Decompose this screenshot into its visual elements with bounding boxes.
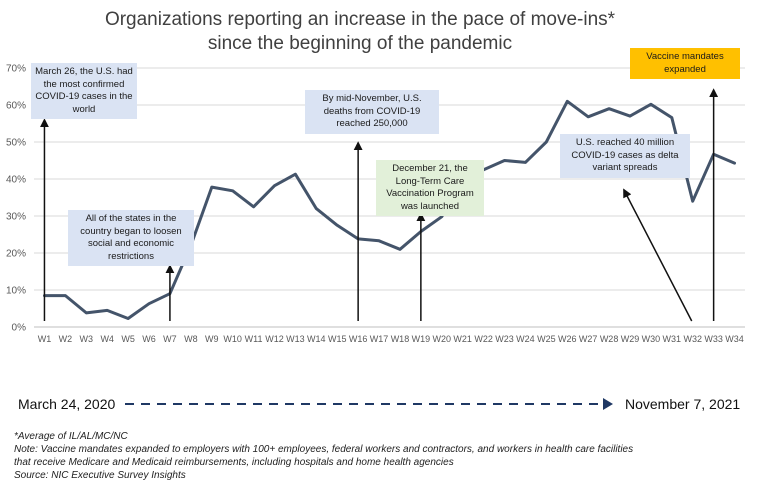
y-tick-label: 40% xyxy=(6,175,26,186)
x-tick-label: W18 xyxy=(391,334,410,344)
x-tick-label: W26 xyxy=(558,334,577,344)
x-tick-label: W32 xyxy=(683,334,702,344)
x-tick-label: W6 xyxy=(142,334,156,344)
data-point xyxy=(252,205,255,208)
x-tick-label: W30 xyxy=(642,334,661,344)
data-point xyxy=(691,200,694,203)
x-tick-label: W28 xyxy=(600,334,619,344)
footnote-note-line-2: that receive Medicare and Medicaid reimb… xyxy=(14,457,454,468)
x-tick-label: W11 xyxy=(245,334,263,344)
y-tick-label: 70% xyxy=(6,64,26,75)
data-point xyxy=(733,161,736,165)
x-tick-label: W22 xyxy=(474,334,493,344)
y-tick-label: 20% xyxy=(6,249,26,260)
annotation-40-million-cases: U.S. reached 40 million COVID-19 cases a… xyxy=(560,134,690,178)
x-tick-label: W1 xyxy=(38,334,52,344)
x-tick-label: W34 xyxy=(725,334,744,344)
y-tick-label: 0% xyxy=(12,323,27,334)
data-point xyxy=(670,116,674,119)
chart-title: Organizations reporting an increase in t… xyxy=(60,8,660,56)
footnote-note-line-1: Note: Vaccine mandates expanded to emplo… xyxy=(14,444,634,455)
data-point xyxy=(273,184,276,187)
y-tick-label: 60% xyxy=(6,101,26,112)
x-tick-label: W33 xyxy=(704,334,723,344)
x-tick-label: W14 xyxy=(307,334,326,344)
x-tick-label: W16 xyxy=(349,334,368,344)
data-point xyxy=(524,161,527,164)
annotation-vaccination-program: December 21, the Long-Term Care Vaccinat… xyxy=(376,160,484,216)
data-point xyxy=(147,302,151,305)
data-point xyxy=(649,103,653,106)
x-tick-label: W31 xyxy=(663,334,682,344)
timeline-arrowhead xyxy=(603,398,613,410)
x-tick-label: W5 xyxy=(121,334,135,344)
x-tick-label: W3 xyxy=(80,334,94,344)
x-tick-label: W29 xyxy=(621,334,640,344)
x-tick-label: W19 xyxy=(412,334,431,344)
annotation-vaccine-mandates: Vaccine mandates expanded xyxy=(630,48,740,79)
chart-title-line-1: Organizations reporting an increase in t… xyxy=(104,9,616,30)
x-tick-label: W21 xyxy=(453,334,472,344)
data-point xyxy=(210,185,213,189)
data-point xyxy=(64,294,67,297)
x-tick-label: W4 xyxy=(100,334,114,344)
data-point xyxy=(503,159,506,162)
data-point xyxy=(586,115,590,119)
data-point xyxy=(440,215,443,218)
annotation-arrow-diagonal xyxy=(623,188,693,322)
chart-title-line-2: since the beginning of the pandemic xyxy=(207,33,513,54)
x-tick-label: W2 xyxy=(59,334,73,344)
data-point xyxy=(85,311,88,315)
data-point xyxy=(231,189,234,193)
footnotes: *Average of IL/AL/MC/NC Note: Vaccine ma… xyxy=(14,430,754,482)
annotation-states-loosen: All of the states in the country began t… xyxy=(68,210,194,266)
data-point xyxy=(315,207,318,210)
data-point xyxy=(126,317,130,320)
data-point xyxy=(545,140,548,144)
data-point xyxy=(398,248,402,251)
annotation-mid-november-deaths: By mid-November, U.S. deaths from COVID-… xyxy=(305,90,439,134)
timeline-end-date: November 7, 2021 xyxy=(625,396,741,412)
x-tick-label: W24 xyxy=(516,334,535,344)
x-tick-label: W15 xyxy=(328,334,347,344)
data-point xyxy=(294,172,297,176)
series-line xyxy=(43,99,736,320)
data-point xyxy=(105,309,109,312)
y-tick-label: 30% xyxy=(6,212,26,223)
footnote-source: Source: NIC Executive Survey Insights xyxy=(14,470,186,481)
data-point xyxy=(336,224,339,227)
x-tick-label: W10 xyxy=(223,334,242,344)
x-tick-label: W12 xyxy=(265,334,284,344)
x-tick-label: W9 xyxy=(205,334,219,344)
x-tick-label: W25 xyxy=(537,334,556,344)
x-tick-label: W7 xyxy=(163,334,177,344)
y-tick-label: 50% xyxy=(6,138,26,149)
footnote-average: *Average of IL/AL/MC/NC xyxy=(14,431,128,442)
data-point xyxy=(566,100,569,103)
data-point xyxy=(377,239,381,242)
y-tick-label: 10% xyxy=(6,286,26,297)
x-tick-label: W8 xyxy=(184,334,198,344)
data-point xyxy=(607,107,611,110)
x-tick-label: W17 xyxy=(370,334,389,344)
annotation-march-26: March 26, the U.S. had the most confirme… xyxy=(31,63,137,119)
x-tick-label: W27 xyxy=(579,334,598,344)
x-tick-label: W23 xyxy=(495,334,514,344)
timeline-start-date: March 24, 2020 xyxy=(18,396,116,412)
data-point xyxy=(628,114,632,118)
x-tick-label: W13 xyxy=(286,334,305,344)
x-tick-label: W20 xyxy=(433,334,452,344)
